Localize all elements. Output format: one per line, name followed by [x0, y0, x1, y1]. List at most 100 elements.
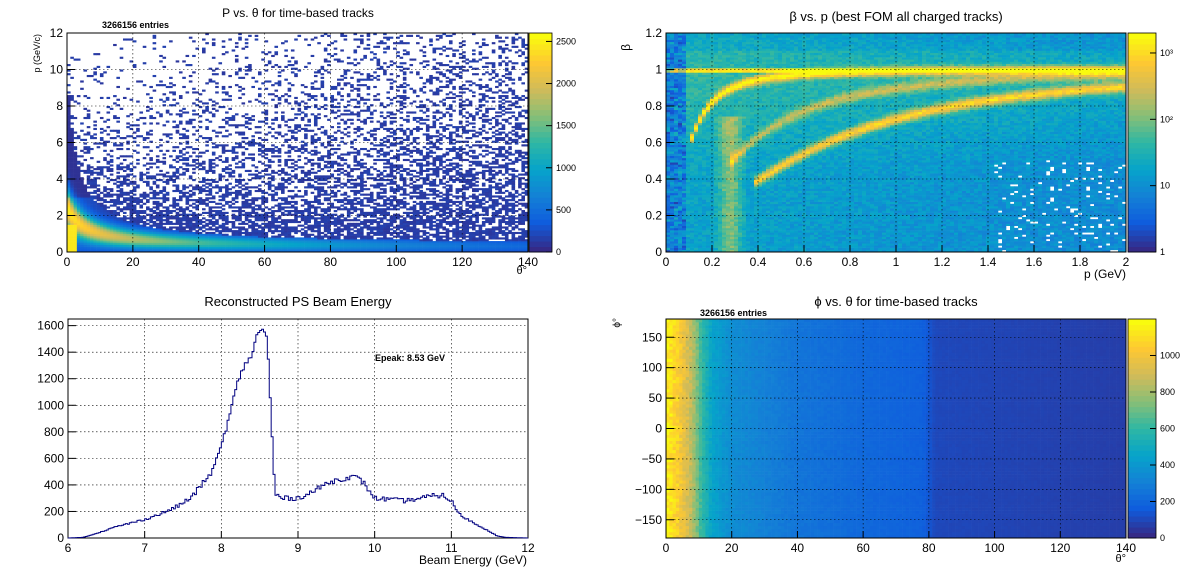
heatmap-cell — [290, 131, 295, 134]
heatmap-cell — [165, 140, 170, 143]
heatmap-cell — [234, 191, 239, 194]
heatmap-cell — [327, 144, 331, 147]
heatmap-cell — [159, 138, 163, 141]
heatmap-cell — [350, 200, 354, 204]
heatmap-cell — [195, 235, 200, 238]
heatmap-cell — [281, 169, 285, 173]
heatmap-cell — [225, 98, 229, 101]
heatmap-cell — [412, 188, 417, 191]
heatmap-cell — [93, 250, 97, 253]
heatmap-cell — [360, 42, 364, 45]
heatmap-cell — [113, 219, 117, 222]
heatmap-cell — [192, 151, 196, 154]
heatmap-cell — [271, 210, 275, 213]
heatmap-cell — [178, 113, 183, 116]
heatmap-cell — [330, 138, 335, 141]
heatmap-cell — [119, 168, 124, 171]
heatmap-cell — [162, 173, 167, 176]
heatmap-cell — [218, 248, 223, 251]
heatmap-cell — [70, 131, 74, 134]
heatmap-cell — [162, 188, 167, 191]
heatmap-cell — [228, 124, 232, 127]
heatmap-cell — [208, 189, 213, 193]
heatmap-cell — [277, 246, 282, 249]
heatmap-cell — [106, 228, 111, 231]
heatmap-cell — [366, 233, 371, 236]
heatmap-cell — [392, 166, 397, 169]
heatmap-cell — [211, 43, 216, 47]
heatmap-cell — [119, 219, 124, 222]
heatmap-cell — [215, 82, 219, 85]
heatmap-cell — [126, 147, 130, 151]
heatmap-cell — [399, 124, 404, 127]
heatmap-cell — [215, 211, 219, 214]
heatmap-cell — [159, 115, 163, 118]
heatmap-cell — [122, 220, 127, 224]
heatmap-cell — [90, 184, 94, 187]
heatmap-cell — [182, 215, 186, 218]
heatmap-cell — [238, 217, 242, 220]
heatmap-cell — [198, 199, 203, 202]
heatmap-cell — [320, 144, 325, 147]
heatmap-cell — [294, 146, 298, 149]
heatmap-cell — [146, 153, 150, 156]
heatmap-cell — [175, 226, 180, 229]
heatmap-cell — [169, 233, 173, 236]
heatmap-cell — [320, 219, 325, 222]
heatmap-cell — [254, 199, 259, 202]
heatmap-cell — [205, 144, 209, 147]
heatmap-cell — [103, 193, 107, 196]
heatmap-cell — [317, 242, 321, 246]
heatmap-cell — [337, 93, 341, 96]
heatmap-cell — [192, 147, 196, 151]
heatmap-cell — [274, 241, 279, 244]
heatmap-cell — [76, 237, 81, 240]
heatmap-cell — [340, 219, 344, 222]
heatmap-cell — [241, 193, 246, 196]
heatmap-cell — [356, 191, 361, 194]
heatmap-cell — [116, 213, 120, 216]
heatmap-cell — [333, 239, 338, 242]
heatmap-cell — [392, 226, 397, 229]
heatmap-cell — [182, 213, 186, 216]
heatmap-cell — [369, 74, 374, 78]
heatmap-cell — [169, 133, 173, 136]
heatmap-cell — [215, 157, 219, 160]
heatmap-cell — [103, 219, 107, 222]
heatmap-cell — [192, 219, 196, 222]
heatmap-cell — [267, 208, 272, 211]
heatmap-cell — [96, 142, 101, 145]
heatmap-cell — [416, 231, 420, 235]
heatmap-cell — [178, 158, 183, 162]
heatmap-cell — [221, 186, 226, 189]
heatmap-cell — [86, 164, 91, 167]
heatmap-cell — [139, 231, 144, 235]
heatmap-cell — [412, 248, 417, 251]
heatmap-cell — [412, 146, 417, 149]
heatmap-cell — [241, 241, 246, 244]
heatmap-cell — [132, 222, 137, 225]
heatmap-cell — [195, 166, 200, 169]
heatmap-cell — [159, 217, 163, 220]
heatmap-cell — [221, 169, 226, 173]
heatmap-cell — [159, 98, 163, 101]
heatmap-cell — [389, 199, 394, 202]
heatmap-cell — [399, 65, 404, 68]
heatmap-cell — [113, 215, 117, 218]
heatmap-cell — [304, 149, 308, 152]
heatmap-cell — [146, 131, 150, 134]
heatmap-cell — [215, 144, 219, 147]
heatmap-cell — [284, 151, 288, 154]
heatmap-cell — [392, 241, 397, 244]
heatmap-cell — [402, 138, 407, 141]
heatmap-cell — [323, 215, 328, 218]
heatmap-cell — [320, 208, 325, 211]
heatmap-cell — [73, 200, 78, 204]
heatmap-cell — [132, 131, 137, 134]
heatmap-cell — [126, 231, 130, 235]
heatmap-cell — [353, 98, 358, 101]
heatmap-cell — [228, 182, 232, 185]
heatmap-cell — [211, 158, 216, 162]
heatmap-cell — [317, 87, 321, 90]
heatmap-cell — [70, 215, 74, 218]
